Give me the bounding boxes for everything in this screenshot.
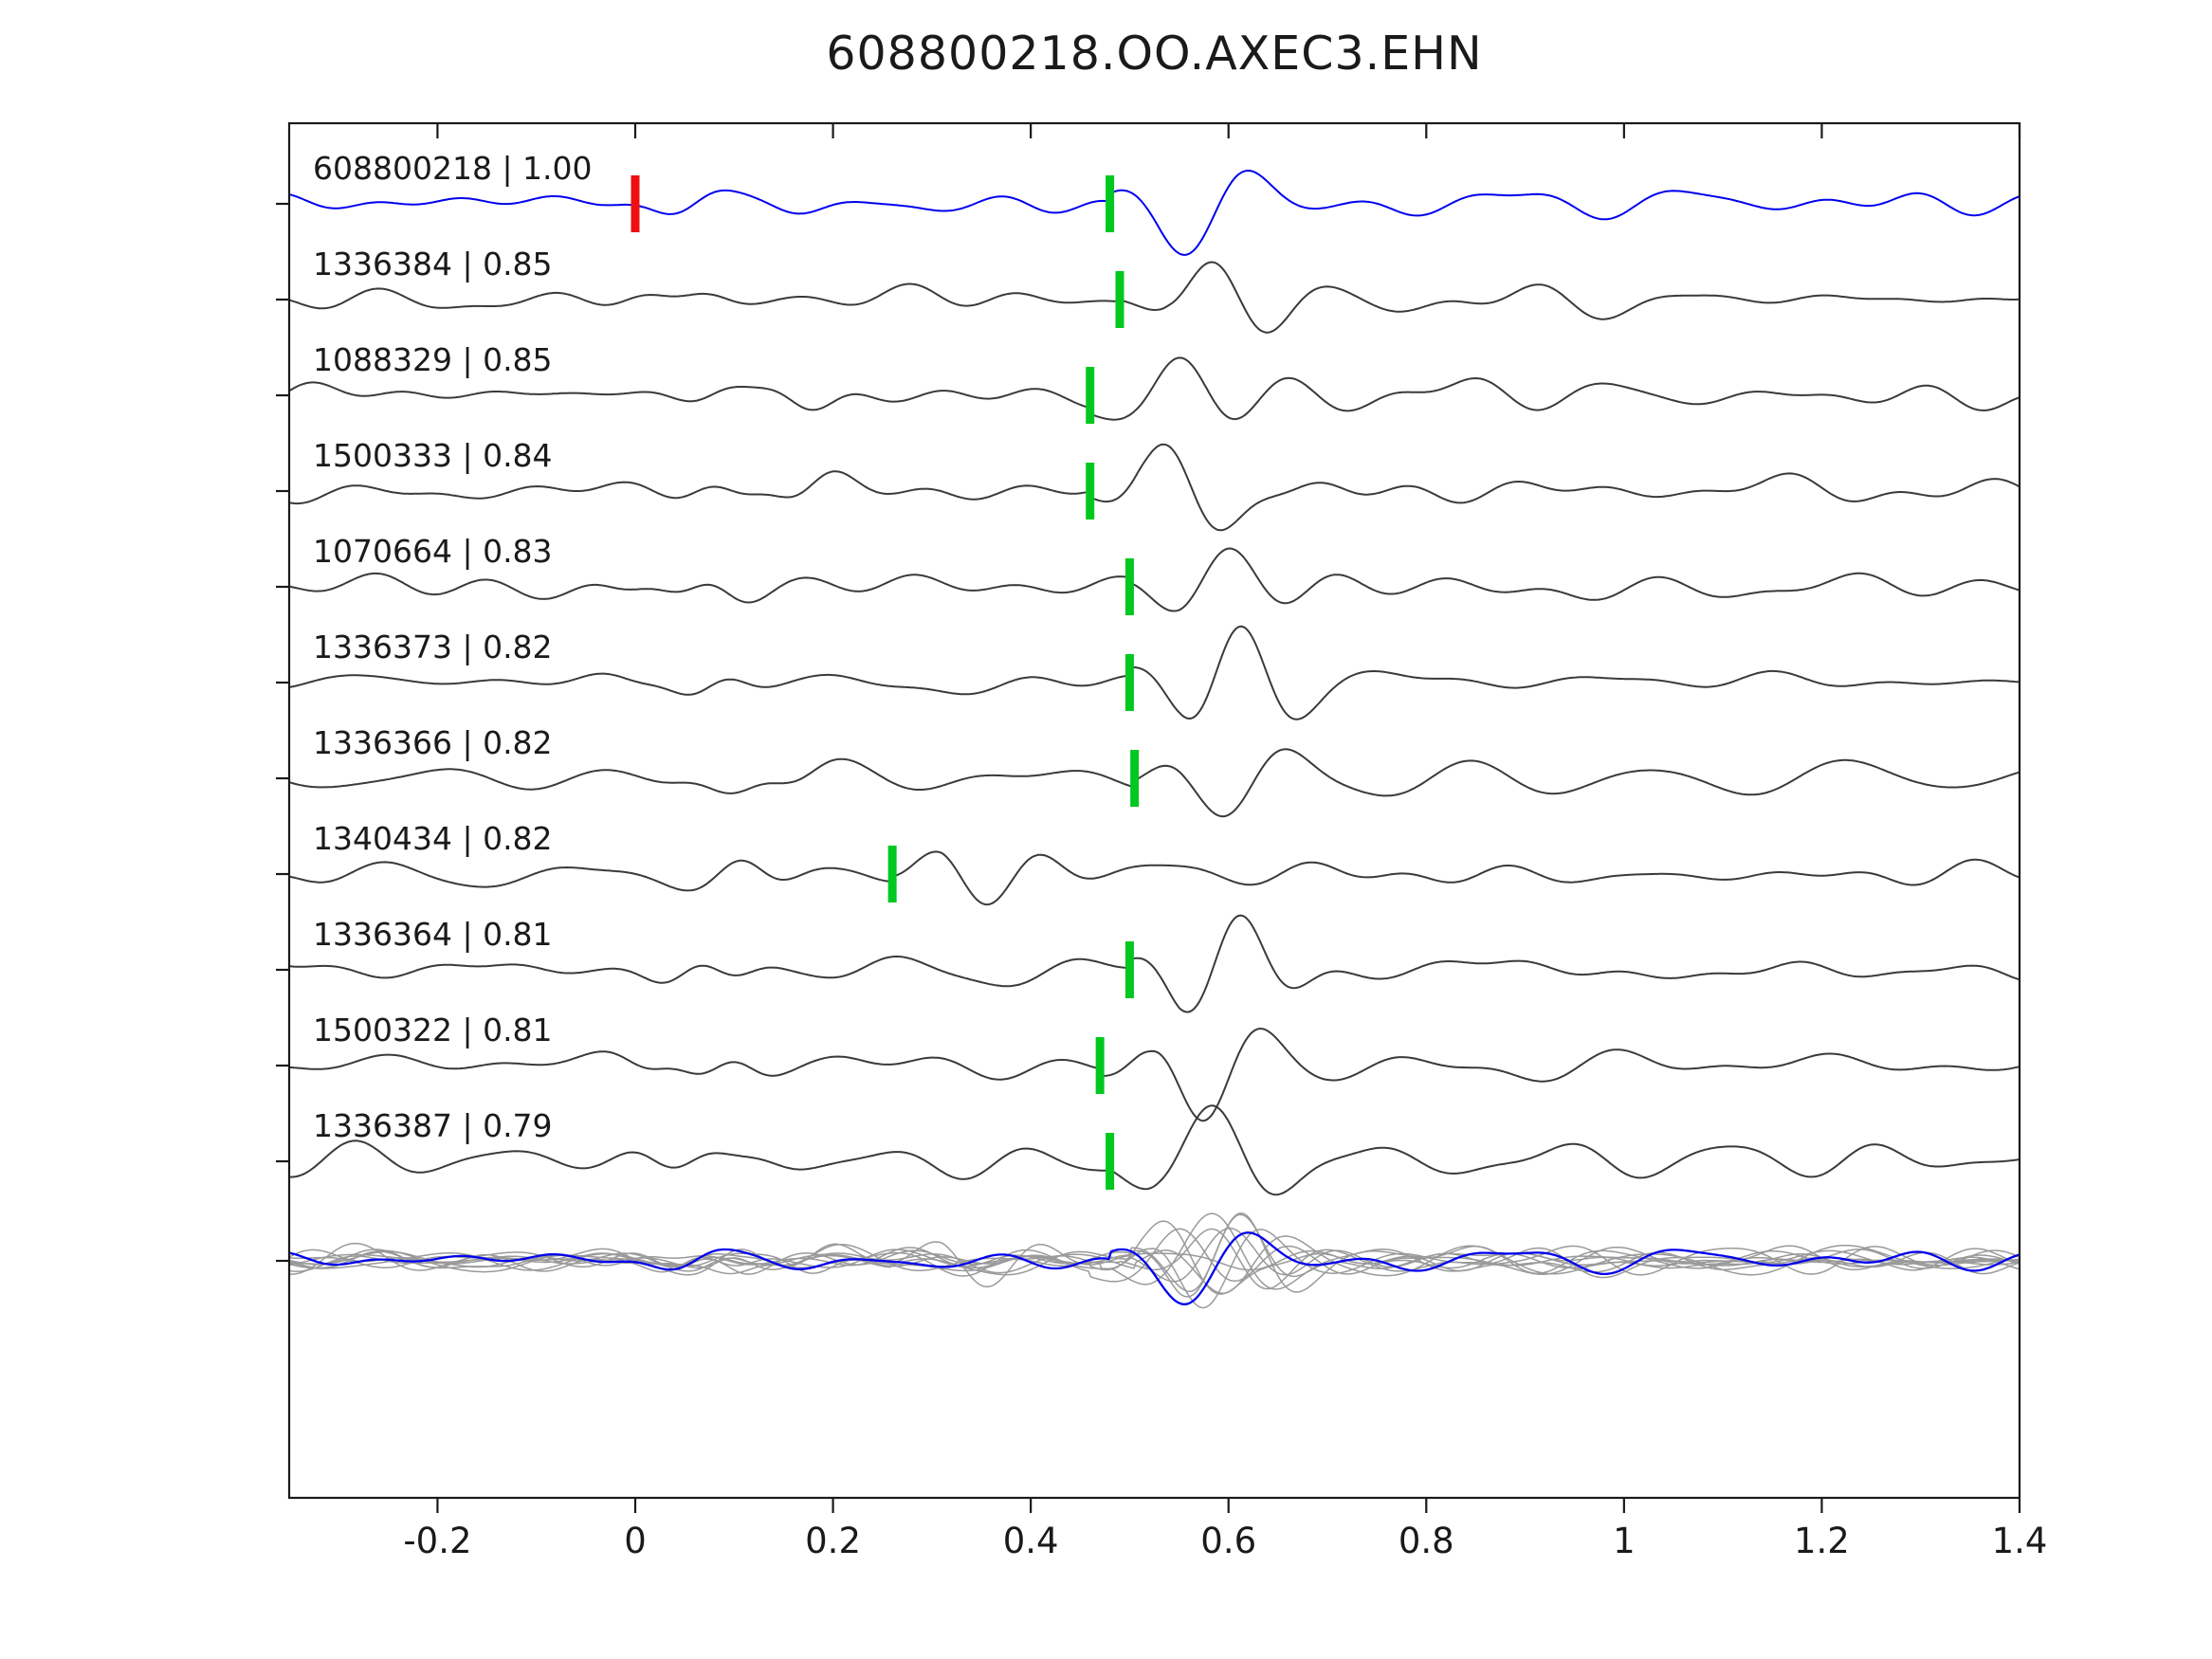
- trace-1336387-label: 1336387 | 0.79: [313, 1107, 553, 1144]
- trace-1500333-waveform: [289, 443, 2020, 532]
- trace-1070664-waveform: [289, 547, 2020, 612]
- stack-trace-1500322: [289, 1229, 2020, 1309]
- x-tick-label-0: 0: [624, 1521, 647, 1561]
- page-title: 608800218.OO.AXEC3.EHN: [826, 27, 1483, 81]
- stack-trace-1336387: [289, 1212, 2020, 1290]
- trace-1340434-label: 1340434 | 0.82: [313, 820, 553, 857]
- trace-1336373-waveform: [289, 625, 2020, 720]
- trace-1500333-label: 1500333 | 0.84: [313, 437, 553, 474]
- trace-1340434-waveform: [289, 850, 2020, 906]
- x-tick-label-0.4: 0.4: [1003, 1521, 1059, 1561]
- trace-1500322-label: 1500322 | 0.81: [313, 1012, 553, 1048]
- trace-1336364-label: 1336364 | 0.81: [313, 916, 553, 953]
- trace-1336364-waveform: [289, 914, 2020, 1013]
- x-tick-label--0.2: -0.2: [403, 1521, 471, 1561]
- trace-1336384-waveform: [289, 261, 2020, 334]
- stack-trace-1336364: [289, 1213, 2020, 1298]
- plot-frame: [287, 121, 2021, 1500]
- x-tick-label-0.6: 0.6: [1200, 1521, 1256, 1561]
- trace-1088329-waveform: [289, 356, 2020, 421]
- trace-1336366-waveform: [289, 748, 2020, 818]
- x-tick-label-0.2: 0.2: [805, 1521, 861, 1561]
- trace-608800218-waveform: [289, 169, 2020, 256]
- x-tick-label-1.4: 1.4: [1992, 1521, 2048, 1561]
- plot-area: 608800218 | 1.00 1336384 | 0.85 1088329 | …: [289, 150, 2020, 1309]
- x-tick-label-1.2: 1.2: [1794, 1521, 1850, 1561]
- trace-1336387-waveform: [289, 1104, 2020, 1196]
- trace-1336384-label: 1336384 | 0.85: [313, 246, 553, 283]
- x-tick-label-0.8: 0.8: [1398, 1521, 1454, 1561]
- trace-1088329-label: 1088329 | 0.85: [313, 341, 553, 378]
- x-tick-label-1: 1: [1613, 1521, 1636, 1561]
- trace-1500322-waveform: [289, 1028, 2020, 1122]
- stack-trace-1340434: [289, 1241, 2020, 1288]
- trace-1070664-label: 1070664 | 0.83: [313, 533, 553, 570]
- stack-overlay-reference: [289, 1231, 2020, 1305]
- trace-1336373-label: 1336373 | 0.82: [313, 629, 553, 665]
- trace-608800218-label: 608800218 | 1.00: [313, 150, 593, 187]
- trace-1336366-label: 1336366 | 0.82: [313, 724, 553, 761]
